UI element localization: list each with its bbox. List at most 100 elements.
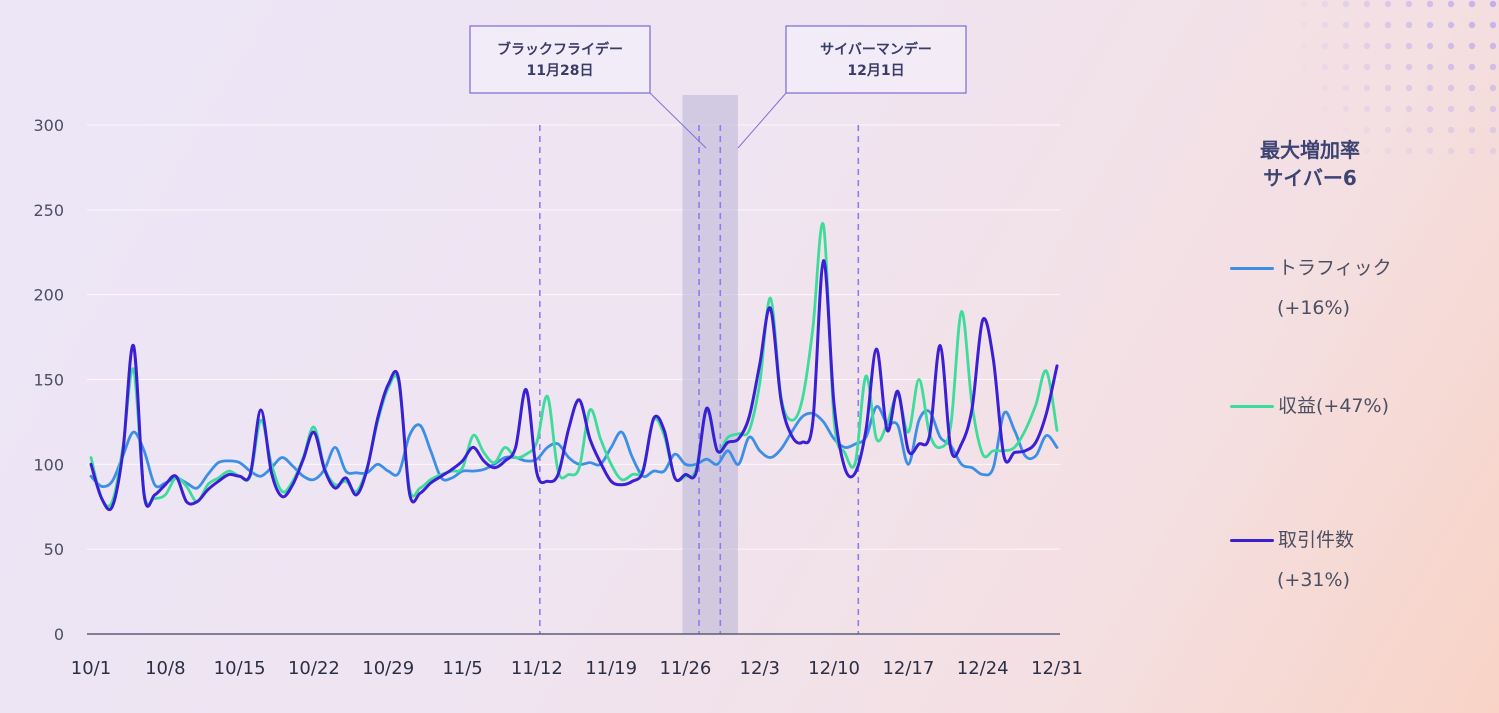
decorative-dot bbox=[1489, 147, 1497, 155]
decorative-dot bbox=[1321, 105, 1329, 113]
decorative-dot-pattern bbox=[1300, 0, 1497, 155]
decorative-dot bbox=[1321, 0, 1329, 8]
decorative-dot bbox=[1468, 84, 1476, 92]
decorative-dot bbox=[1363, 105, 1371, 113]
decorative-dot bbox=[1405, 21, 1413, 29]
y-tick-label: 100 bbox=[33, 455, 64, 474]
decorative-dot bbox=[1384, 105, 1392, 113]
callout-cyber-monday-title: サイバーマンデー bbox=[820, 41, 932, 58]
x-tick-label: 11/5 bbox=[442, 658, 482, 679]
decorative-dot bbox=[1489, 21, 1497, 29]
decorative-dot bbox=[1321, 21, 1329, 29]
decorative-dot bbox=[1489, 63, 1497, 71]
decorative-dot bbox=[1342, 21, 1350, 29]
legend-label-transactions: 取引件数 bbox=[1278, 529, 1355, 551]
decorative-dot bbox=[1363, 63, 1371, 71]
event-markers bbox=[539, 125, 860, 634]
decorative-dot bbox=[1301, 85, 1307, 91]
decorative-dot bbox=[1426, 42, 1434, 50]
callout-cyber-monday: サイバーマンデー 12月1日 bbox=[737, 25, 967, 149]
side-panel-title-line2: サイバー6 bbox=[1263, 166, 1357, 190]
legend-swatch-traffic bbox=[1230, 267, 1274, 270]
side-panel-title: 最大増加率 サイバー6 bbox=[1210, 136, 1410, 192]
x-tick-label: 10/1 bbox=[71, 658, 111, 679]
y-tick-label: 50 bbox=[44, 540, 64, 559]
y-tick-label: 300 bbox=[33, 116, 64, 135]
x-tick-label: 11/19 bbox=[585, 658, 637, 679]
decorative-dot bbox=[1342, 42, 1350, 50]
x-tick-label: 11/26 bbox=[660, 658, 712, 679]
x-tick-label: 11/12 bbox=[511, 658, 563, 679]
decorative-dot bbox=[1321, 42, 1329, 50]
decorative-dot bbox=[1384, 42, 1392, 50]
decorative-dot bbox=[1363, 84, 1371, 92]
decorative-dot bbox=[1426, 21, 1434, 29]
decorative-dot bbox=[1405, 42, 1413, 50]
y-tick-labels: 0 50 100 150 200 250 300 bbox=[33, 116, 64, 644]
series-line-transactions bbox=[89, 259, 1059, 512]
decorative-dot bbox=[1321, 63, 1329, 71]
x-tick-label: 12/17 bbox=[882, 658, 934, 679]
x-tick-label: 12/10 bbox=[808, 658, 860, 679]
decorative-dot bbox=[1426, 126, 1434, 134]
decorative-dot bbox=[1384, 63, 1392, 71]
y-tick-label: 0 bbox=[54, 625, 64, 644]
x-tick-label: 12/31 bbox=[1031, 658, 1083, 679]
decorative-dot bbox=[1384, 147, 1392, 155]
side-panel-title-line1: 最大増加率 bbox=[1260, 138, 1360, 162]
decorative-dot bbox=[1363, 42, 1371, 50]
decorative-dot bbox=[1447, 42, 1455, 50]
decorative-dot bbox=[1468, 42, 1476, 50]
legend-pct-traffic: (+16%) bbox=[1277, 297, 1350, 319]
decorative-dot bbox=[1322, 127, 1328, 133]
decorative-dot bbox=[1384, 21, 1392, 29]
callout-black-friday-title: ブラックフライデー bbox=[497, 41, 623, 58]
decorative-dot bbox=[1426, 63, 1434, 71]
series-line-revenue bbox=[89, 221, 1059, 508]
decorative-dot bbox=[1426, 147, 1434, 155]
decorative-dot bbox=[1342, 126, 1350, 134]
decorative-dot bbox=[1447, 147, 1455, 155]
y-tick-label: 250 bbox=[33, 201, 64, 220]
decorative-dot bbox=[1468, 147, 1476, 155]
decorative-dot bbox=[1426, 0, 1434, 8]
decorative-dot bbox=[1468, 63, 1476, 71]
decorative-dot bbox=[1489, 105, 1497, 113]
decorative-dot bbox=[1426, 105, 1434, 113]
grid-lines bbox=[87, 124, 1060, 550]
callout-cyber-monday-date: 12月1日 bbox=[847, 63, 904, 79]
decorative-dot bbox=[1405, 0, 1413, 8]
decorative-dot bbox=[1447, 105, 1455, 113]
decorative-dot bbox=[1405, 126, 1413, 134]
y-tick-label: 150 bbox=[33, 371, 64, 390]
decorative-dot bbox=[1342, 105, 1350, 113]
legend-pct-transactions: (+31%) bbox=[1277, 569, 1350, 591]
highlight-range bbox=[682, 95, 738, 634]
decorative-dot bbox=[1468, 0, 1476, 8]
decorative-dot bbox=[1468, 21, 1476, 29]
decorative-dot bbox=[1300, 0, 1308, 8]
y-tick-label: 200 bbox=[33, 286, 64, 305]
decorative-dot bbox=[1489, 84, 1497, 92]
legend-label-traffic: トラフィック bbox=[1278, 257, 1392, 279]
x-tick-label: 12/24 bbox=[957, 658, 1009, 679]
decorative-dot bbox=[1342, 0, 1350, 8]
legend-label-revenue: 収益(+47%) bbox=[1278, 395, 1389, 417]
decorative-dot bbox=[1384, 84, 1392, 92]
decorative-dot bbox=[1489, 126, 1497, 134]
decorative-dot bbox=[1363, 21, 1371, 29]
decorative-dot bbox=[1300, 63, 1308, 71]
x-tick-label: 10/8 bbox=[145, 658, 185, 679]
legend-swatch-transactions bbox=[1230, 539, 1274, 542]
legend-item-traffic: トラフィック bbox=[1230, 253, 1392, 280]
decorative-dot bbox=[1384, 0, 1392, 8]
decorative-dot bbox=[1384, 126, 1392, 134]
callout-black-friday-date: 11月28日 bbox=[527, 63, 594, 79]
decorative-dot bbox=[1363, 147, 1371, 155]
decorative-dot bbox=[1300, 21, 1308, 29]
series-lines bbox=[89, 221, 1059, 512]
x-tick-label: 10/29 bbox=[362, 658, 414, 679]
decorative-dot bbox=[1342, 84, 1350, 92]
decorative-dot bbox=[1468, 126, 1476, 134]
